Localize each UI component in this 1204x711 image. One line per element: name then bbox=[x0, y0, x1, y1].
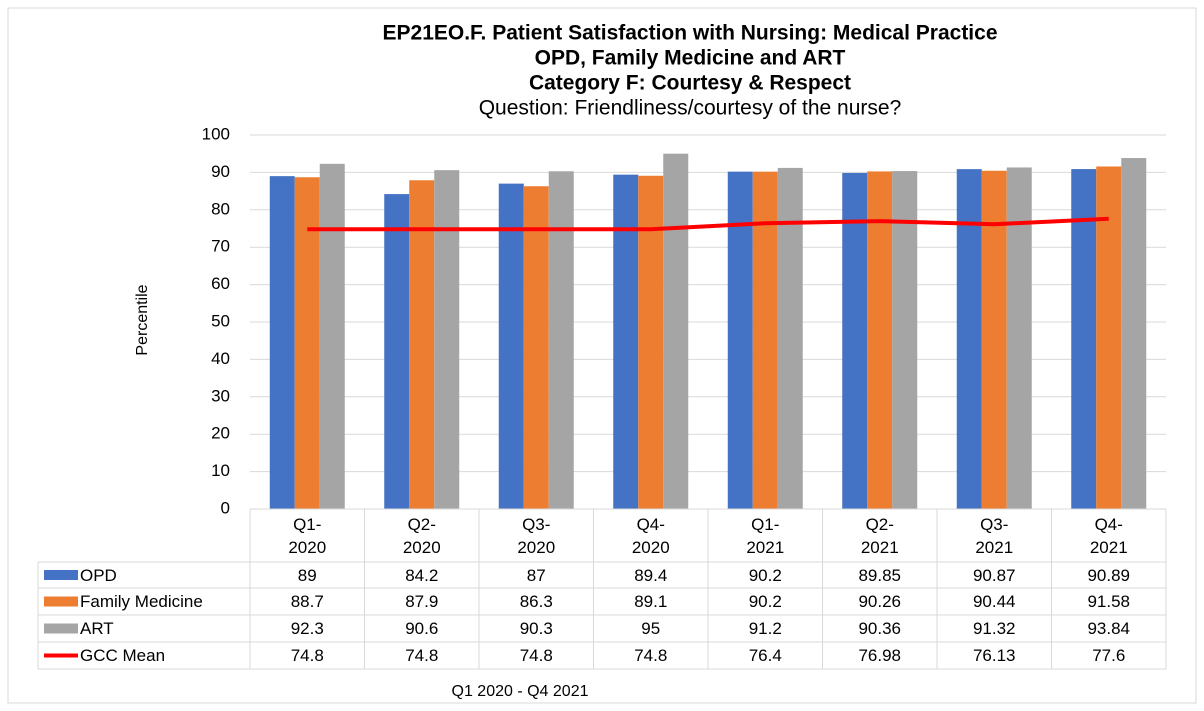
data-label: 91.2 bbox=[748, 619, 782, 638]
y-tick-label: 70 bbox=[211, 237, 230, 256]
x-tick-label: Q1- 2021 bbox=[746, 514, 785, 557]
bar bbox=[269, 176, 295, 509]
data-label: 90.6 bbox=[405, 619, 439, 638]
legend-label: GCC Mean bbox=[80, 646, 166, 665]
bar bbox=[384, 194, 410, 510]
data-label: 86.3 bbox=[519, 592, 553, 611]
data-label: 89.85 bbox=[858, 565, 902, 585]
chart-border bbox=[7, 7, 1197, 704]
x-tick-label: Q2- 2020 bbox=[402, 514, 441, 557]
data-label: 87 bbox=[526, 565, 546, 585]
y-tick-label: 80 bbox=[211, 199, 230, 218]
data-label: 87.9 bbox=[405, 592, 439, 611]
bar bbox=[842, 172, 868, 509]
bar bbox=[409, 180, 435, 509]
y-tick-label: 30 bbox=[211, 386, 230, 405]
y-tick-label: 40 bbox=[211, 349, 230, 368]
y-tick-label: 100 bbox=[202, 124, 230, 143]
data-label: 91.32 bbox=[972, 619, 1016, 638]
bar bbox=[727, 171, 753, 510]
bar bbox=[777, 167, 803, 510]
line bbox=[307, 216, 1109, 232]
data-label: 90.36 bbox=[858, 619, 902, 638]
data-label: 91.58 bbox=[1087, 592, 1131, 611]
bar bbox=[892, 171, 918, 510]
x-tick-label: Q1- 2020 bbox=[288, 514, 327, 557]
data-label: 76.4 bbox=[748, 646, 782, 665]
bar bbox=[638, 175, 664, 510]
data-label: 77.6 bbox=[1092, 646, 1126, 665]
bar bbox=[752, 171, 778, 510]
chart-title: OPD, Family Medicine and ART bbox=[535, 47, 846, 70]
bar bbox=[319, 163, 345, 509]
data-label: 74.8 bbox=[405, 646, 439, 665]
chart-subtitle: Question: Friendliness/courtesy of the n… bbox=[479, 97, 902, 120]
data-label: 89 bbox=[297, 565, 317, 585]
data-label: 84.2 bbox=[405, 565, 439, 585]
bar bbox=[498, 183, 524, 509]
y-tick-label: 0 bbox=[221, 498, 230, 517]
data-label: 74.8 bbox=[634, 646, 668, 665]
legend-key bbox=[44, 596, 78, 607]
bar bbox=[867, 171, 893, 509]
data-label: 90.26 bbox=[858, 592, 902, 611]
legend-label: Family Medicine bbox=[80, 592, 203, 611]
bar bbox=[1096, 166, 1122, 510]
data-label: 93.84 bbox=[1087, 619, 1131, 638]
data-label: 95 bbox=[641, 619, 661, 638]
data-label: 90.2 bbox=[748, 565, 782, 585]
y-tick-label: 90 bbox=[211, 162, 230, 181]
legend-label: OPD bbox=[80, 565, 117, 585]
bar bbox=[663, 153, 689, 509]
data-label: 76.98 bbox=[858, 646, 902, 665]
data-label: 90.89 bbox=[1087, 565, 1131, 585]
x-axis-label: Q1 2020 - Q4 2021 bbox=[452, 683, 589, 700]
data-label: 90.44 bbox=[972, 592, 1016, 611]
x-tick-label: Q3- 2021 bbox=[975, 514, 1014, 557]
bar bbox=[548, 171, 574, 509]
bar bbox=[1071, 169, 1097, 509]
y-axis-label: Percentile bbox=[134, 284, 151, 355]
legend-key bbox=[44, 570, 78, 580]
legend-label: ART bbox=[80, 619, 114, 638]
bar bbox=[1121, 158, 1147, 510]
y-tick-label: 10 bbox=[211, 461, 230, 480]
bar bbox=[1006, 167, 1032, 509]
data-label: 92.3 bbox=[290, 619, 324, 638]
bar bbox=[981, 170, 1007, 509]
chart-title: Category F: Courtesy & Respect bbox=[529, 72, 851, 95]
data-label: 76.13 bbox=[972, 646, 1016, 665]
data-label: 90.2 bbox=[748, 592, 782, 611]
chart-title: EP21EO.F. Patient Satisfaction with Nurs… bbox=[383, 22, 998, 45]
data-label: 89.4 bbox=[634, 565, 668, 585]
x-tick-label: Q2- 2021 bbox=[860, 514, 899, 557]
legend-key bbox=[44, 623, 78, 634]
data-label: 89.1 bbox=[634, 592, 668, 611]
y-tick-label: 20 bbox=[211, 424, 230, 443]
x-tick-label: Q3- 2020 bbox=[517, 514, 556, 557]
data-label: 74.8 bbox=[519, 646, 553, 665]
x-tick-label: Q4- 2020 bbox=[631, 514, 670, 557]
bar bbox=[294, 177, 320, 509]
data-label: 90.3 bbox=[519, 619, 553, 638]
data-label: 74.8 bbox=[290, 646, 324, 665]
data-label: 90.87 bbox=[972, 565, 1016, 585]
bar bbox=[523, 186, 549, 509]
y-tick-label: 50 bbox=[211, 311, 230, 330]
y-tick-label: 60 bbox=[211, 274, 230, 293]
x-tick-label: Q4- 2021 bbox=[1089, 514, 1128, 557]
bar bbox=[956, 169, 982, 510]
data-label: 88.7 bbox=[290, 592, 324, 611]
bar bbox=[613, 174, 639, 510]
bar bbox=[434, 170, 460, 509]
